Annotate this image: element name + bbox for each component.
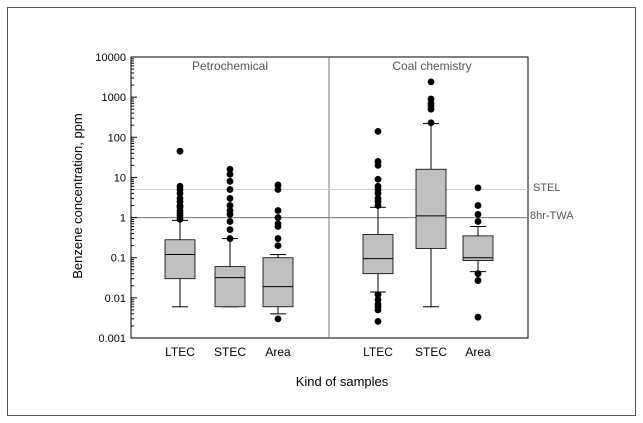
outlier-point [374, 306, 382, 314]
outlier-point [176, 190, 184, 197]
outlier-point [226, 186, 234, 193]
category-label: STEC [214, 345, 246, 359]
y-tick-label: 0.1 [111, 253, 126, 265]
outlier-point [274, 186, 282, 193]
outlier-point [274, 223, 282, 230]
outlier-point [374, 190, 382, 197]
outlier-point [226, 170, 234, 178]
y-tick-label: 10000 [95, 52, 126, 64]
y-tick-label: 10 [114, 172, 126, 184]
y-tick-label: 100 [108, 132, 126, 144]
category-label: LTEC [165, 345, 195, 359]
outlier-point [274, 315, 282, 323]
box-group: Area [262, 181, 294, 359]
box-iqr [462, 235, 494, 261]
outlier-point [374, 202, 382, 209]
category-label: Area [465, 345, 491, 359]
outlier-point [226, 210, 234, 218]
outlier-point [274, 207, 282, 214]
x-axis-label: Kind of samples [296, 374, 389, 389]
outlier-point [474, 270, 482, 278]
outlier-point [226, 165, 234, 173]
outlier-point [374, 128, 382, 135]
outlier-point [176, 147, 184, 155]
panel-title-right: Coal chemistry [392, 59, 471, 73]
outlier-point [176, 216, 184, 223]
chart-frame [7, 7, 636, 416]
box-iqr [164, 239, 196, 280]
box-iqr [362, 234, 394, 275]
outlier-point [226, 235, 234, 242]
y-axis-ticks: 0.001 0.01 0.1 1 10 100 1000 10000 [95, 52, 137, 345]
plot-area [130, 56, 529, 339]
reference-label-stel: STEL [533, 182, 561, 194]
category-label: Area [265, 345, 291, 359]
box-group: LTEC [362, 128, 394, 359]
outlier-point [427, 78, 435, 86]
outlier-point [226, 202, 234, 209]
outlier-point [226, 226, 234, 234]
outlier-point [427, 119, 435, 127]
outlier-point [226, 218, 234, 225]
box-iqr [214, 266, 246, 308]
outlier-point [274, 235, 282, 242]
category-label: LTEC [363, 345, 393, 359]
chart-labels: Petrochemical Coal chemistry STEL 8hr-TW… [70, 59, 574, 389]
box-group: STEC [415, 78, 447, 359]
outlier-point [374, 161, 382, 169]
box-group: STEC [214, 165, 246, 359]
outlier-point [474, 184, 482, 192]
box-iqr [415, 168, 447, 249]
box-iqr [262, 257, 294, 308]
y-tick-label: 1000 [102, 92, 126, 104]
outlier-point [474, 313, 482, 321]
y-tick-label: 0.01 [105, 293, 126, 305]
outlier-point [474, 277, 482, 284]
box-group: LTEC [164, 147, 196, 359]
panel-title-left: Petrochemical [192, 59, 268, 73]
outlier-point [474, 202, 482, 209]
category-label: STEC [415, 345, 447, 359]
outlier-point [374, 317, 382, 325]
y-axis-label: Benzene concentration, ppm [70, 113, 85, 279]
outlier-point [427, 105, 435, 113]
outlier-point [274, 214, 282, 221]
outlier-point [474, 210, 482, 218]
outlier-point [274, 242, 282, 250]
chart-marks: LTEC STEC Area LTEC STEC Area [164, 78, 494, 359]
reference-label-twa: 8hr-TWA [530, 210, 574, 222]
box-group: Area [462, 184, 494, 359]
outlier-point [226, 177, 234, 185]
outlier-point [374, 175, 382, 183]
outlier-point [374, 291, 382, 299]
outlier-point [226, 195, 234, 202]
outlier-point [474, 218, 482, 225]
y-tick-label: 1 [120, 213, 126, 225]
y-tick-label: 0.001 [98, 333, 126, 345]
